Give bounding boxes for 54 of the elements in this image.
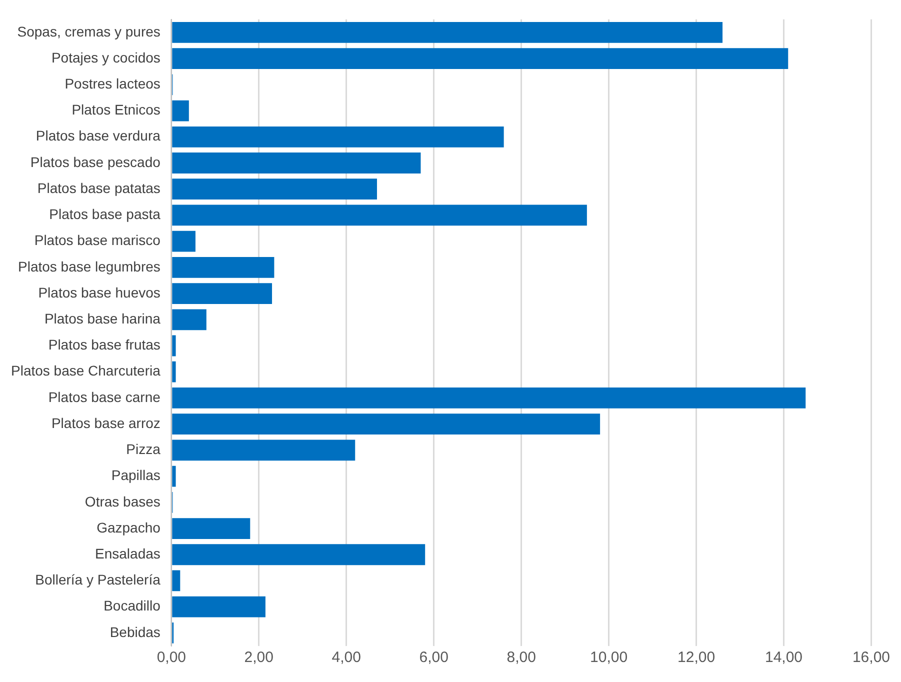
- y-tick-label: Platos base pasta: [49, 206, 161, 222]
- x-tick-label: 16,00: [852, 649, 890, 666]
- bar: [172, 309, 206, 330]
- y-tick-label: Platos base harina: [44, 310, 161, 327]
- x-tick-label: 14,00: [764, 649, 803, 666]
- y-tick-label: Platos base marisco: [34, 232, 161, 248]
- y-tick-label: Pizza: [126, 441, 161, 458]
- y-tick-label: Platos base patatas: [37, 180, 160, 196]
- x-tick-label: 2,00: [244, 649, 274, 666]
- bar: [172, 518, 250, 539]
- bar: [172, 256, 274, 278]
- y-tick-label: Bocadillo: [104, 598, 161, 614]
- y-tick-label: Bollería y Pastelería: [35, 572, 161, 588]
- y-tick-label: Platos Etnicos: [72, 102, 160, 118]
- bar: [172, 596, 266, 618]
- y-tick-label: Platos base huevos: [38, 284, 160, 300]
- y-tick-label: Platos base verdura: [36, 128, 161, 144]
- x-tick-label: 10,00: [590, 649, 628, 666]
- y-tick-label: Gazpacho: [96, 519, 161, 536]
- x-tick-label: 8,00: [506, 649, 536, 666]
- bar: [172, 100, 189, 122]
- y-tick-label: Sopas, cremas y pures: [17, 23, 160, 40]
- y-tick-label: Otras bases: [84, 493, 160, 510]
- x-tick-label: 12,00: [678, 649, 716, 666]
- y-tick-label: Ensaladas: [95, 545, 160, 562]
- y-tick-label: Postres lacteos: [64, 76, 160, 92]
- bar: [172, 126, 504, 148]
- bar: [172, 335, 176, 356]
- y-tick-label: Platos base pescado: [30, 154, 161, 170]
- bar: [172, 544, 426, 566]
- bar: [172, 178, 377, 200]
- y-tick-label: Platos base carne: [48, 388, 161, 405]
- x-tick-label: 4,00: [332, 649, 361, 666]
- y-tick-label: Platos base arroz: [51, 414, 160, 431]
- bar: [172, 204, 587, 226]
- y-tick-label: Platos base Charcuteria: [10, 362, 161, 379]
- bar: [172, 230, 196, 252]
- bar: [172, 388, 806, 408]
- y-tick-label: Platos base frutas: [48, 336, 160, 353]
- bar: [172, 152, 421, 174]
- x-tick-label: 0,00: [156, 649, 186, 666]
- bar: [172, 414, 600, 435]
- y-tick-label: Platos base legumbres: [18, 258, 160, 274]
- y-tick-label: Papillas: [111, 467, 160, 484]
- bar: [172, 22, 723, 43]
- y-tick-label: Bebidas: [110, 624, 160, 640]
- y-tick-label: Potajes y cocidos: [51, 49, 160, 66]
- x-tick-label: 6,00: [419, 649, 448, 666]
- bar: [172, 48, 788, 70]
- bar: [172, 283, 272, 304]
- bar: [172, 466, 176, 487]
- bar: [172, 361, 176, 382]
- bar: [172, 570, 180, 592]
- bar: [172, 440, 356, 461]
